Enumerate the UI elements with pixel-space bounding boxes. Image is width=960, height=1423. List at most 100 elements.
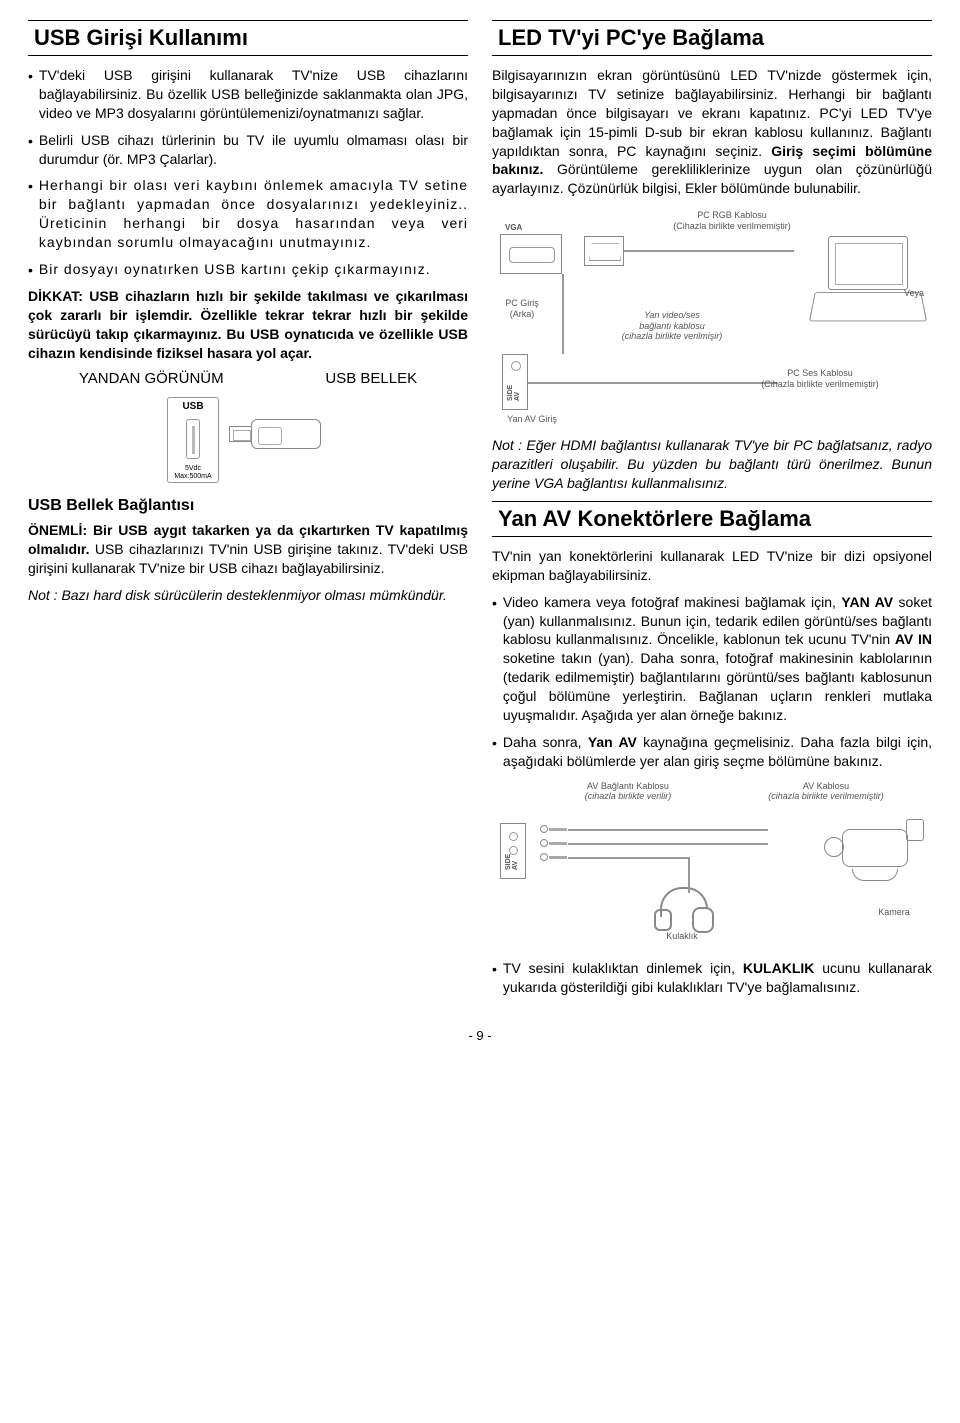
yan-av-intro: TV'nin yan konektörlerini kullanarak LED… xyxy=(492,547,932,585)
bullet-item: • Herhangi bir olası veri kaybını önleme… xyxy=(28,176,468,252)
warning-text: DİKKAT: USB cihazların hızlı bir şekilde… xyxy=(28,287,468,363)
b2-0-pre: Video kamera veya fotoğraf makinesi bağl… xyxy=(503,594,842,610)
label-pc-rgb-sub: (Cihazla birlikte verilmemiştir) xyxy=(662,221,802,231)
label-pc-ses-sub: (Cihazla birlikte verilmemiştir) xyxy=(740,379,900,389)
usb-stick-icon xyxy=(229,415,329,455)
camcorder-viewfinder-icon xyxy=(906,819,924,841)
bullet-item: • TV sesini kulaklıktan dinlemek için, K… xyxy=(492,959,932,997)
laptop-icon xyxy=(808,236,928,326)
pc-p-c: Görüntüleme gerekliliklerinize uygun ola… xyxy=(492,161,932,196)
jack-icon xyxy=(540,853,548,861)
b2-1-b1: Yan AV xyxy=(588,734,637,750)
cable-line-icon xyxy=(568,857,688,859)
b2-0-mid2: soketine takın (yan). Daha sonra, fotoğr… xyxy=(503,650,932,723)
cable-line-icon xyxy=(624,250,794,252)
bullet-text: Daha sonra, Yan AV kaynağına geçmelisini… xyxy=(503,733,932,771)
bullet-dot-icon: • xyxy=(28,176,33,252)
label-kamera: Kamera xyxy=(864,907,924,917)
label-av-kab: AV Kablosu (cihazla birlikte verilmemişt… xyxy=(746,781,906,801)
b3-b: KULAKLIK xyxy=(743,960,815,976)
bullet-text: Bir dosyayı oynatırken USB kartını çekip… xyxy=(39,260,468,279)
label-av-bag-title: AV Bağlantı Kablosu xyxy=(558,781,698,791)
side-av-text: SIDE AV xyxy=(505,850,519,870)
label-av-bag: AV Bağlantı Kablosu (cihazla birlikte ve… xyxy=(558,781,698,801)
cable-line-icon xyxy=(568,843,768,845)
bullet-item: • TV'deki USB girişini kullanarak TV'niz… xyxy=(28,66,468,123)
usb-plug-icon xyxy=(229,426,253,442)
b2-0-b1: YAN AV xyxy=(841,594,893,610)
b2-1-pre: Daha sonra, xyxy=(503,734,588,750)
bullet-text: TV sesini kulaklıktan dinlemek için, KUL… xyxy=(503,959,932,997)
cable-line-icon xyxy=(568,829,768,831)
laptop-lid-icon xyxy=(828,236,908,290)
label-yan-av-in: Yan AV Giriş xyxy=(492,414,572,424)
label-pc-ses: PC Ses Kablosu (Cihazla birlikte verilme… xyxy=(740,368,900,389)
bullet-text: Herhangi bir olası veri kaybını önlemek … xyxy=(39,176,468,252)
headphones-icon xyxy=(652,887,712,929)
jack-icon xyxy=(540,839,548,847)
camcorder-icon xyxy=(824,819,924,887)
label-pc-in: PC Giriş (Arka) xyxy=(492,298,552,319)
camcorder-strap-icon xyxy=(852,869,898,881)
label-pc-rgb: PC RGB Kablosu (Cihazla birlikte verilme… xyxy=(662,210,802,231)
bullet-text: Belirli USB cihazı türlerinin bu TV ile … xyxy=(39,131,468,169)
pc-connection-diagram: SIDE AV PC RGB Kablosu (Cihazla birlikte… xyxy=(492,206,932,426)
camcorder-lens-icon xyxy=(824,837,844,857)
label-veya: Veya xyxy=(896,288,932,298)
bullet-item: • Video kamera veya fotoğraf makinesi ba… xyxy=(492,593,932,725)
bullet-item: • Belirli USB cihazı türlerinin bu TV il… xyxy=(28,131,468,169)
usb-port-label-top: USB xyxy=(182,401,203,412)
b3-pre: TV sesini kulaklıktan dinlemek için, xyxy=(503,960,743,976)
side-view-label: YANDAN GÖRÜNÜM xyxy=(79,370,224,387)
section-title-usb: USB Girişi Kullanımı xyxy=(28,20,468,56)
side-av-port-icon: SIDE AV xyxy=(502,354,528,410)
note-hdmi: Not : Eğer HDMI bağlantısı kullanarak TV… xyxy=(492,436,932,493)
label-kulaklik: Kulaklık xyxy=(654,931,710,941)
label-pc-rgb-title: PC RGB Kablosu xyxy=(662,210,802,220)
bullet-dot-icon: • xyxy=(492,593,497,725)
note-hard-disk: Not : Bazı hard disk sürücülerin destekl… xyxy=(28,586,468,605)
camcorder-body-icon xyxy=(842,829,908,867)
note-text: Not : Bazı hard disk sürücülerin destekl… xyxy=(28,587,447,603)
important-paragraph: ÖNEMLİ: Bir USB aygıt takarken ya da çık… xyxy=(28,521,468,578)
usb-port-icon: USB 5Vdc Max:500mA xyxy=(167,397,219,483)
page-number: - 9 - xyxy=(28,1028,932,1043)
av-connection-diagram: SIDE AV AV Bağlantı Kablosu (cihazla bir… xyxy=(492,779,932,949)
left-column: USB Girişi Kullanımı • TV'deki USB giriş… xyxy=(28,20,468,1004)
diagram-labels-row: YANDAN GÖRÜNÜM USB BELLEK xyxy=(28,370,468,387)
section-title-yan-av: Yan AV Konektörlere Bağlama xyxy=(492,501,932,537)
b2-0-b2: AV IN xyxy=(895,631,932,647)
important-rest: USB cihazlarınızı TV'nin USB girişine ta… xyxy=(28,541,468,576)
bullet-text: Video kamera veya fotoğraf makinesi bağl… xyxy=(503,593,932,725)
label-av-kab-title: AV Kablosu xyxy=(746,781,906,791)
label-yan-vs: Yan video/ses bağlantı kablosu (cihazla … xyxy=(602,310,742,341)
bullet-dot-icon: • xyxy=(492,959,497,997)
jack-icon xyxy=(540,825,548,833)
usb-port-label-bottom: 5Vdc Max:500mA xyxy=(174,465,211,480)
subheading-usb-connect: USB Bellek Bağlantısı xyxy=(28,497,468,515)
usb-diagram: USB 5Vdc Max:500mA xyxy=(28,397,468,483)
label-av-kab-sub: (cihazla birlikte verilmemiştir) xyxy=(746,791,906,801)
bullet-dot-icon: • xyxy=(28,131,33,169)
bullet-item: • Daha sonra, Yan AV kaynağına geçmelisi… xyxy=(492,733,932,771)
side-av-text: SIDE AV xyxy=(507,381,521,401)
vga-port-icon xyxy=(500,234,562,274)
bullet-item: • Bir dosyayı oynatırken USB kartını çek… xyxy=(28,260,468,279)
usb-memory-label: USB BELLEK xyxy=(325,370,417,387)
usb-slot-icon xyxy=(186,419,200,459)
usb-body-icon xyxy=(251,419,321,449)
cable-line-icon xyxy=(688,857,690,893)
two-column-layout: USB Girişi Kullanımı • TV'deki USB giriş… xyxy=(28,20,932,1004)
right-column: LED TV'yi PC'ye Bağlama Bilgisayarınızın… xyxy=(492,20,932,1004)
bullet-dot-icon: • xyxy=(28,66,33,123)
bullet-dot-icon: • xyxy=(28,260,33,279)
cable-line-icon xyxy=(562,274,564,354)
pc-paragraph: Bilgisayarınızın ekran görüntüsünü LED T… xyxy=(492,66,932,198)
bullet-dot-icon: • xyxy=(492,733,497,771)
dsub-connector-icon xyxy=(584,236,624,266)
label-av-bag-sub: (cihazla birlikte verilir) xyxy=(558,791,698,801)
section-title-pc: LED TV'yi PC'ye Bağlama xyxy=(492,20,932,56)
side-av-port-icon: SIDE AV xyxy=(500,823,526,879)
bullet-text: TV'deki USB girişini kullanarak TV'nize … xyxy=(39,66,468,123)
label-pc-ses-title: PC Ses Kablosu xyxy=(740,368,900,378)
